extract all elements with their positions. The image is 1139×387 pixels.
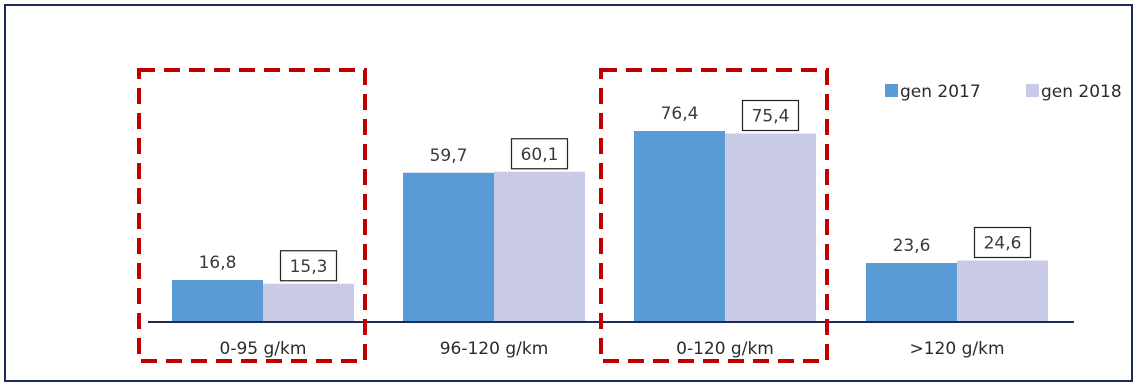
- data-label-gen-2018-120-g-km: 24,6: [984, 234, 1022, 254]
- bar-gen-2017-0-120-g-km: [634, 131, 725, 322]
- bar-gen-2018-120-g-km: [957, 260, 1048, 322]
- data-label-gen-2017-120-g-km: 23,6: [893, 236, 931, 256]
- bars-group: [172, 131, 1048, 322]
- legend: gen 2017 gen 2018: [885, 82, 1122, 102]
- legend-swatch-gen-2017: [885, 84, 898, 97]
- category-label-120-g-km: >120 g/km: [909, 339, 1004, 359]
- data-label-gen-2018-0-95-g-km: 15,3: [290, 257, 328, 277]
- data-label-box-120-g-km: [973, 226, 1032, 259]
- category-label-0-120-g-km: 0-120 g/km: [676, 339, 774, 359]
- highlight-boxes-group: [137, 68, 829, 363]
- bar-gen-2017-120-g-km: [866, 263, 957, 322]
- legend-label-gen-2018: gen 2018: [1041, 82, 1122, 102]
- bar-gen-2018-96-120-g-km: [494, 171, 585, 322]
- data-label-gen-2018-0-120-g-km: 75,4: [752, 107, 790, 127]
- category-label-96-120-g-km: 96-120 g/km: [440, 339, 549, 359]
- category-label-0-95-g-km: 0-95 g/km: [220, 339, 307, 359]
- data-label-box-0-120-g-km: [741, 99, 800, 132]
- highlight-box-0-120-g-km: [599, 68, 829, 363]
- legend-swatch-gen-2018: [1026, 84, 1039, 97]
- highlight-box-0-95-g-km: [137, 68, 367, 363]
- bar-gen-2018-0-120-g-km: [725, 133, 816, 322]
- bar-gen-2017-0-95-g-km: [172, 280, 263, 322]
- data-label-box-0-95-g-km: [279, 250, 338, 282]
- bar-gen-2017-96-120-g-km: [403, 172, 494, 322]
- data-label-gen-2017-96-120-g-km: 59,7: [430, 146, 468, 166]
- category-labels-group: 0-95 g/km 96-120 g/km 0-120 g/km >120 g/km: [220, 339, 1005, 359]
- data-label-gen-2018-96-120-g-km: 60,1: [521, 145, 559, 165]
- data-label-gen-2017-0-95-g-km: 16,8: [199, 253, 237, 273]
- legend-label-gen-2017: gen 2017: [900, 82, 981, 102]
- data-label-gen-2017-0-120-g-km: 76,4: [661, 104, 699, 124]
- bar-gen-2018-0-95-g-km: [263, 283, 354, 322]
- data-label-box-96-120-g-km: [510, 138, 569, 170]
- data-labels-group: 16,8 15,3 59,7 60,1 76,4 75,4 23,6 24,6: [199, 99, 1032, 282]
